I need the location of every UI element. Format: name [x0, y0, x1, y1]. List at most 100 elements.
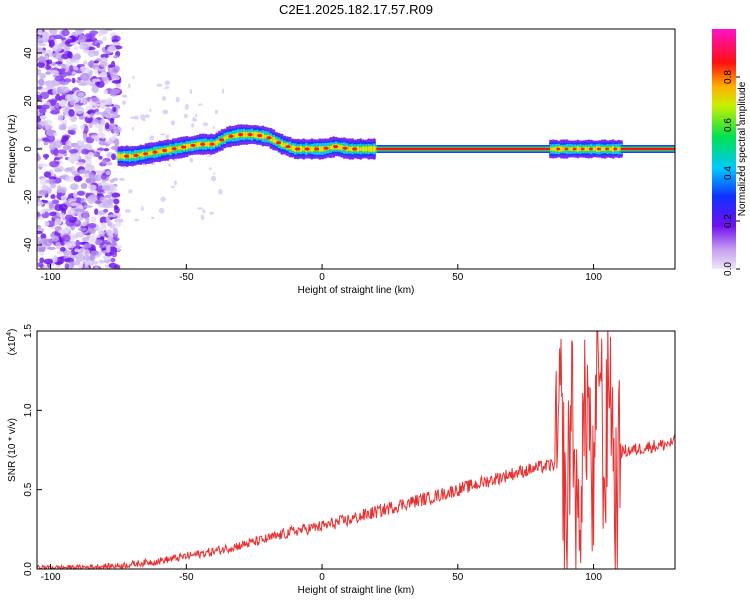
spectrogram-y-tick-label: -20	[23, 189, 34, 204]
noise-speckle	[111, 153, 116, 161]
noise-speckle	[45, 124, 50, 131]
ridge-band	[587, 146, 591, 152]
ridge-band	[359, 147, 363, 151]
ridge-band	[223, 136, 227, 141]
noise-speckle	[79, 66, 87, 72]
noise-speckle	[69, 99, 76, 106]
ridge-band	[207, 141, 211, 147]
noise-speckle	[83, 255, 91, 262]
noise-speckle	[98, 140, 108, 146]
ridge-band	[242, 131, 246, 138]
noise-speckle	[118, 177, 125, 181]
snr-panel: -100 -50 0 50 100 0.0 0.5 1.0 1.5 Height of str…	[6, 324, 676, 596]
noise-speckle	[189, 157, 194, 163]
noise-speckle	[100, 172, 107, 180]
noise-speckle	[189, 88, 193, 95]
noise-speckle	[74, 208, 85, 212]
noise-speckle	[37, 36, 42, 43]
noise-speckle	[88, 122, 93, 129]
noise-speckle	[37, 230, 43, 235]
noise-speckle	[107, 45, 117, 53]
noise-speckle	[71, 36, 79, 41]
spectrogram-x-tick-label: 100	[585, 272, 602, 283]
ridge-band	[169, 146, 173, 153]
ridge-band	[177, 146, 181, 150]
noise-speckle	[65, 59, 74, 67]
noise-speckle	[95, 234, 101, 239]
ridge-peak	[295, 147, 301, 151]
noise-speckle	[149, 135, 155, 141]
noise-speckle	[64, 175, 75, 183]
noise-speckle	[54, 218, 63, 226]
noise-speckle	[37, 94, 43, 101]
noise-speckle	[73, 104, 81, 110]
colorbar-tick-label: 0.2	[723, 214, 734, 228]
noise-speckle	[58, 81, 69, 86]
noise-speckle	[115, 83, 121, 88]
noise-speckle	[87, 61, 95, 68]
ridge-band	[128, 154, 132, 159]
noise-speckle	[128, 189, 133, 194]
ridge-band	[321, 146, 325, 152]
noise-speckle	[98, 259, 105, 264]
snr-marks	[37, 331, 675, 569]
ridge-band	[592, 147, 596, 151]
noise-speckle	[37, 56, 46, 63]
noise-speckle	[89, 112, 95, 117]
noise-speckle	[88, 200, 94, 205]
noise-speckle	[170, 185, 176, 189]
noise-speckle	[83, 204, 93, 209]
noise-speckle	[55, 61, 63, 65]
ridge-band	[166, 147, 170, 153]
noise-speckle	[158, 207, 165, 214]
noise-speckle	[104, 194, 112, 199]
noise-speckle	[106, 221, 112, 227]
noise-speckle	[197, 207, 204, 210]
noise-speckle	[80, 183, 88, 190]
noise-speckle	[108, 64, 114, 68]
noise-speckle	[208, 167, 212, 171]
spectrogram-y-tick-label: 0	[23, 146, 34, 152]
noise-speckle	[98, 155, 103, 160]
noise-speckle	[80, 72, 90, 81]
noise-speckle	[90, 194, 98, 202]
noise-speckle	[37, 29, 43, 36]
noise-speckle	[99, 216, 108, 224]
colorbar-tick-label: 0.4	[723, 166, 734, 180]
noise-speckle	[106, 198, 114, 205]
noise-speckle	[105, 170, 111, 176]
noise-speckle	[82, 243, 92, 249]
noise-speckle	[49, 109, 60, 115]
noise-speckle	[37, 225, 42, 229]
noise-speckle	[88, 172, 95, 179]
noise-speckle	[115, 221, 122, 228]
noise-speckle	[198, 103, 203, 106]
spectrogram-x-tick-label: 0	[319, 272, 325, 283]
ridge-band	[554, 146, 558, 152]
noise-speckle	[88, 222, 97, 229]
ridge-band	[370, 146, 374, 152]
noise-speckle	[133, 218, 140, 222]
chart-title: C2E1.2025.182.17.57.R09	[279, 2, 433, 17]
noise-speckle	[102, 36, 107, 42]
noise-speckle	[62, 144, 72, 151]
noise-speckle	[149, 108, 152, 112]
noise-speckle	[53, 140, 63, 149]
noise-speckle	[77, 141, 85, 147]
noise-speckle	[80, 125, 85, 130]
noise-speckle	[73, 175, 83, 182]
noise-speckle	[72, 95, 78, 100]
noise-speckle	[75, 231, 85, 238]
noise-speckle	[91, 97, 100, 103]
noise-speckle	[162, 109, 169, 115]
noise-speckle	[75, 239, 81, 248]
noise-speckle	[105, 245, 111, 252]
noise-speckle	[93, 103, 102, 107]
noise-speckle	[83, 60, 88, 65]
noise-speckle	[60, 37, 67, 41]
noise-speckle	[195, 113, 198, 118]
noise-speckle	[96, 42, 101, 48]
ridge-band	[340, 144, 344, 151]
ridge-band	[291, 145, 295, 151]
noise-speckle	[78, 34, 87, 43]
